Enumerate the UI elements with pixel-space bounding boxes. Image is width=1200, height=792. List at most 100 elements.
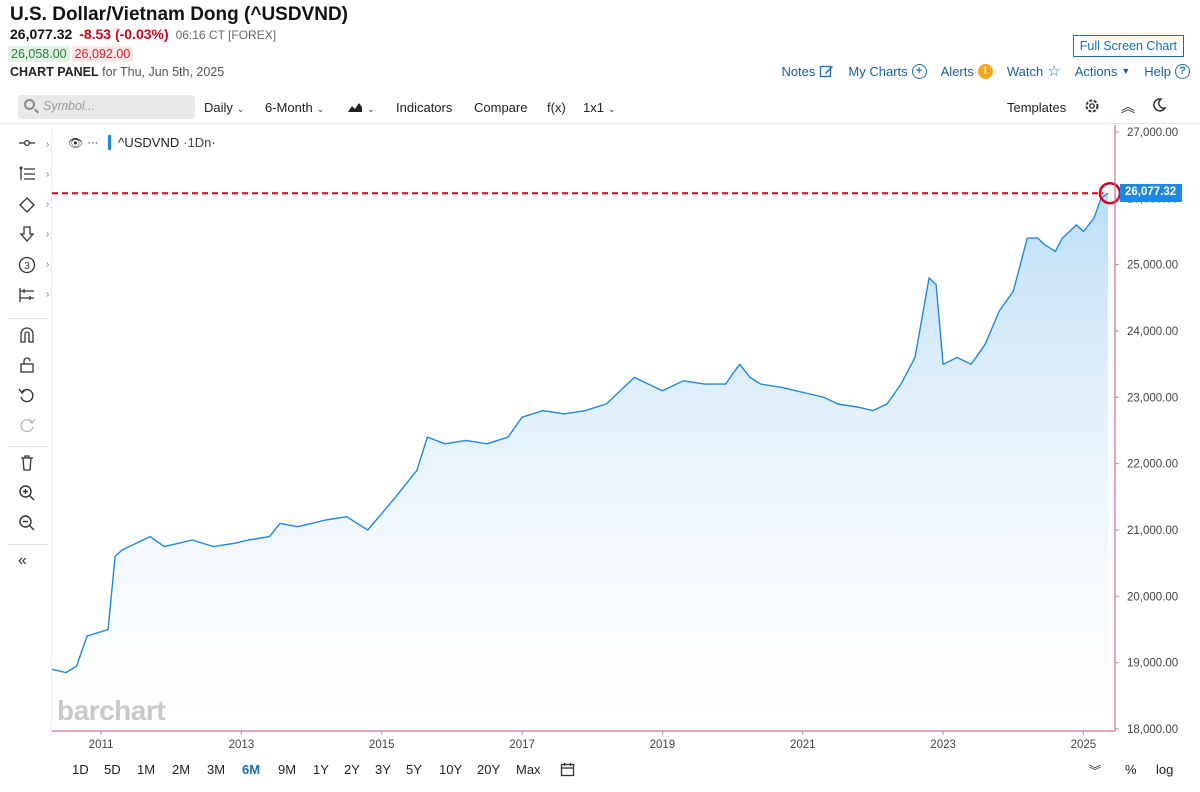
plus-circle-icon: + <box>911 63 927 79</box>
chart-panel-date: CHART PANEL for Thu, Jun 5th, 2025 <box>10 65 224 79</box>
measure-tool-icon[interactable]: › <box>18 286 49 308</box>
period-dropdown[interactable]: 6-Month ⌄ <box>265 100 324 115</box>
log-scale-button[interactable]: log <box>1156 762 1174 777</box>
chart-panel-label: CHART PANEL <box>10 65 99 79</box>
svg-text:3: 3 <box>24 261 30 272</box>
range-button-3y[interactable]: 3Y <box>375 762 391 777</box>
range-button-1d[interactable]: 1D <box>72 762 89 777</box>
range-button-20y[interactable]: 20Y <box>477 762 501 777</box>
y-tick-label: 24,000.00 <box>1127 326 1178 338</box>
alerts-link[interactable]: Alerts ! <box>941 63 993 79</box>
search-icon <box>24 99 35 110</box>
line-tool-icon[interactable]: › <box>18 136 49 158</box>
collapse-left-icon[interactable]: « <box>18 552 27 569</box>
y-tick-label: 25,000.00 <box>1127 260 1178 272</box>
range-button-9m[interactable]: 9M <box>278 762 297 777</box>
counter-tool-icon[interactable]: 3 › <box>18 256 49 278</box>
chart-toolbar: Symbol... Daily ⌄ 6-Month ⌄ ⌄ Indicators C… <box>0 92 1200 124</box>
y-tick-label: 21,000.00 <box>1127 525 1178 537</box>
my-charts-link[interactable]: My Charts + <box>848 63 927 79</box>
magnet-icon[interactable] <box>18 326 44 348</box>
layout-label: 1x1 <box>583 100 604 115</box>
star-icon: ☆ <box>1047 63 1061 80</box>
help-label: Help <box>1144 63 1171 79</box>
trash-icon[interactable] <box>18 454 44 476</box>
range-button-5d[interactable]: 5D <box>104 762 121 777</box>
range-button-10y[interactable]: 10Y <box>439 762 463 777</box>
tools-divider <box>8 544 48 545</box>
fullscreen-chart-label: Full Screen Chart <box>1079 39 1177 53</box>
price-change: -8.53 (-0.03%) <box>79 26 169 42</box>
actions-menu[interactable]: Actions ▼ <box>1075 64 1131 79</box>
lock-icon[interactable] <box>18 356 44 378</box>
notes-link[interactable]: Notes <box>781 64 834 79</box>
range-button-2y[interactable]: 2Y <box>344 762 360 777</box>
chevron-down-icon: ⌄ <box>236 104 245 114</box>
templates-button[interactable]: Templates <box>1007 100 1067 115</box>
caret-down-icon: ▼ <box>1121 66 1131 76</box>
shape-tool-icon[interactable]: › <box>18 196 49 218</box>
alert-icon: ! <box>977 63 993 79</box>
zoom-in-icon[interactable] <box>18 484 44 506</box>
layout-dropdown[interactable]: 1x1 ⌄ <box>583 100 616 115</box>
x-tick-label: 2011 <box>89 739 114 751</box>
series-color-swatch <box>108 135 112 150</box>
arrow-down-tool-icon[interactable]: › <box>18 226 49 248</box>
redo-icon[interactable] <box>18 416 44 438</box>
range-button-1y[interactable]: 1Y <box>313 762 329 777</box>
function-button[interactable]: f(x) <box>547 100 566 115</box>
y-tick-label: 22,000.00 <box>1127 459 1178 471</box>
bid-ask: 26,058.00 26,092.00 <box>8 46 134 62</box>
ask-price: 26,092.00 <box>71 46 134 62</box>
range-button-3m[interactable]: 3M <box>207 762 226 777</box>
bid-price: 26,058.00 <box>8 46 70 62</box>
chevron-down-icon: ⌄ <box>367 104 375 114</box>
legend-interval: ·1Dn· <box>183 135 216 150</box>
fullscreen-chart-button[interactable]: Full Screen Chart <box>1072 35 1184 57</box>
range-button-6m[interactable]: 6M <box>242 762 261 777</box>
chart-type-dropdown[interactable]: ⌄ <box>347 100 375 115</box>
calendar-icon[interactable] <box>560 762 575 780</box>
interval-dropdown[interactable]: Daily ⌄ <box>204 100 244 115</box>
series-area-fill <box>52 193 1108 731</box>
top-links: Notes My Charts + Alerts ! Watch ☆ Actio… <box>781 62 1190 80</box>
settings-gear-icon[interactable] <box>1084 98 1100 117</box>
compare-button[interactable]: Compare <box>474 100 528 115</box>
eye-icon[interactable]: 👁 <box>68 135 84 150</box>
more-dots-icon[interactable]: ··· <box>87 136 99 149</box>
symbol-search-placeholder: Symbol... <box>43 99 96 113</box>
expand-down-icon[interactable]: ︾ <box>1089 764 1102 778</box>
tools-divider <box>8 446 48 447</box>
range-button-2m[interactable]: 2M <box>172 762 191 777</box>
range-button-max[interactable]: Max <box>516 762 541 777</box>
chevron-down-icon: ⌄ <box>607 104 616 114</box>
x-tick-label: 2019 <box>650 739 676 751</box>
last-price: 26,077.32 <box>10 26 73 42</box>
period-label: 6-Month <box>265 100 313 115</box>
symbol-search-input[interactable]: Symbol... <box>18 95 195 119</box>
x-tick-label: 2017 <box>509 739 535 751</box>
tools-divider <box>8 318 48 319</box>
percent-scale-button[interactable]: % <box>1125 762 1137 777</box>
range-bar: ︾ % log 1D 5D 1M 2M 3M 6M 9M 1Y 2Y 3Y 5Y 10Y 20Y Max <box>0 757 1200 787</box>
actions-label: Actions <box>1074 63 1118 79</box>
undo-icon[interactable] <box>18 386 44 408</box>
price-chart[interactable]: 27,000.0026,000.0025,000.0024,000.0023,0… <box>0 0 1200 757</box>
range-button-1m[interactable]: 1M <box>137 762 156 777</box>
dark-mode-moon-icon[interactable] <box>1151 97 1167 116</box>
watch-label: Watch <box>1006 63 1044 79</box>
pencil-icon <box>820 65 834 77</box>
zoom-out-icon[interactable] <box>18 514 44 536</box>
chevron-down-icon: ⌄ <box>316 104 325 114</box>
collapse-up-icon[interactable]: ︽ <box>1121 99 1135 115</box>
indicators-button[interactable]: Indicators <box>396 100 453 115</box>
question-icon: ? <box>1175 63 1190 79</box>
range-button-5y[interactable]: 5Y <box>406 762 422 777</box>
x-tick-label: 2023 <box>930 739 956 751</box>
x-tick-label: 2021 <box>790 739 816 751</box>
last-price-marker <box>1098 181 1122 205</box>
fib-tool-icon[interactable]: › <box>18 166 49 188</box>
watch-link[interactable]: Watch ☆ <box>1007 62 1061 80</box>
x-tick-label: 2015 <box>369 739 395 751</box>
help-link[interactable]: Help ? <box>1144 63 1190 79</box>
